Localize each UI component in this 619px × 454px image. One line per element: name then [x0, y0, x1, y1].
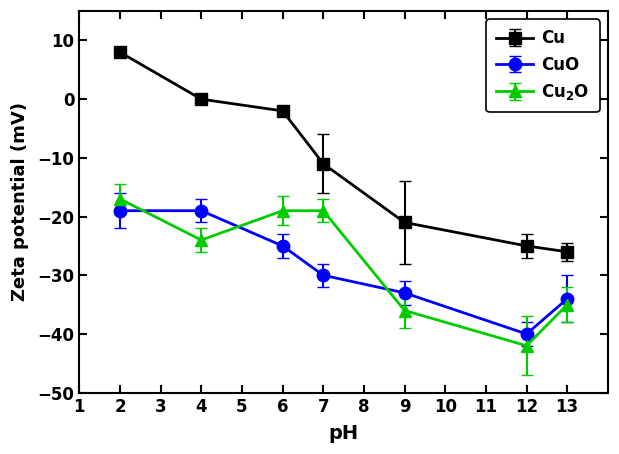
X-axis label: pH: pH: [329, 424, 358, 443]
Legend: Cu, CuO, Cu$_2$O: Cu, CuO, Cu$_2$O: [487, 20, 600, 112]
Y-axis label: Zeta potential (mV): Zeta potential (mV): [11, 103, 29, 301]
